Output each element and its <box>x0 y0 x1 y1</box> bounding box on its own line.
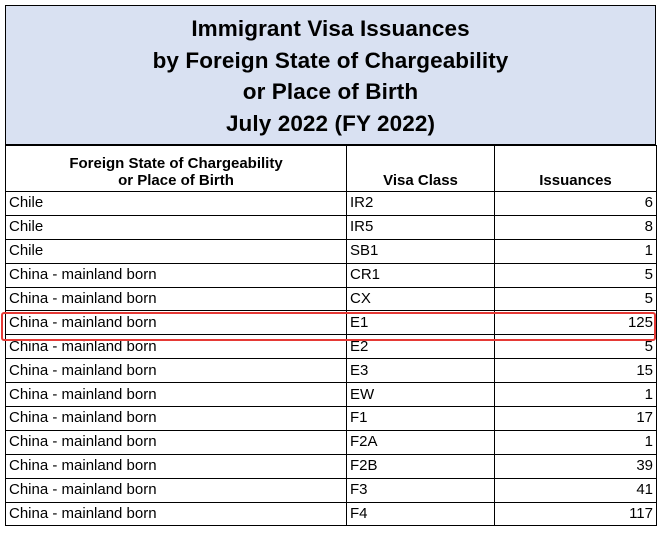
cell-state: China - mainland born <box>5 382 347 408</box>
cell-visa-class: F4 <box>346 501 495 527</box>
cell-state: Chile <box>5 191 347 216</box>
cell-visa-class: F2A <box>346 429 495 455</box>
cell-issuances: 8 <box>494 214 657 240</box>
cell-visa-class: E3 <box>346 358 495 384</box>
cell-visa-class: SB1 <box>346 238 495 264</box>
cell-issuances: 41 <box>494 477 657 503</box>
table-row: Chile IR2 6 <box>5 191 657 216</box>
cell-issuances: 1 <box>494 238 657 264</box>
cell-state: China - mainland born <box>5 358 347 384</box>
cell-visa-class: EW <box>346 382 495 408</box>
cell-state: China - mainland born <box>5 406 347 431</box>
table-row: China - mainland born E2 5 <box>5 334 657 360</box>
table-row: China - mainland born E1 125 <box>5 310 657 336</box>
report-title-box: Immigrant Visa Issuances by Foreign Stat… <box>5 5 656 145</box>
cell-visa-class: IR2 <box>346 191 495 216</box>
cell-state: China - mainland born <box>5 334 347 360</box>
cell-issuances: 6 <box>494 191 657 216</box>
cell-issuances: 5 <box>494 262 657 288</box>
column-header-state-line-1: Foreign State of Chargeability <box>69 155 283 172</box>
column-header-state: Foreign State of Chargeability or Place … <box>5 145 347 192</box>
title-line-3: or Place of Birth <box>242 79 419 104</box>
table-row: China - mainland born F3 41 <box>5 477 657 503</box>
table-header-row: Foreign State of Chargeability or Place … <box>5 145 657 192</box>
table-row: Chile IR5 8 <box>5 214 657 240</box>
cell-visa-class: CR1 <box>346 262 495 288</box>
cell-state: Chile <box>5 214 347 240</box>
cell-visa-class: F2B <box>346 453 495 479</box>
table-row: China - mainland born E3 15 <box>5 358 657 384</box>
cell-state: China - mainland born <box>5 453 347 479</box>
table-row: China - mainland born CR1 5 <box>5 262 657 288</box>
cell-issuances: 15 <box>494 358 657 384</box>
cell-state: China - mainland born <box>5 501 347 527</box>
cell-state: China - mainland born <box>5 286 347 312</box>
cell-state: China - mainland born <box>5 310 347 336</box>
title-line-2: by Foreign State of Chargeability <box>152 47 509 73</box>
cell-issuances: 5 <box>494 286 657 312</box>
table-row: China - mainland born F2A 1 <box>5 429 657 455</box>
cell-issuances: 125 <box>494 310 657 336</box>
cell-state: China - mainland born <box>5 477 347 503</box>
table-row: China - mainland born CX 5 <box>5 286 657 312</box>
table-row: China - mainland born F1 17 <box>5 406 657 431</box>
cell-state: Chile <box>5 238 347 264</box>
table-row: China - mainland born F4 117 <box>5 501 657 527</box>
issuance-table: Foreign State of Chargeability or Place … <box>5 145 657 527</box>
cell-visa-class: CX <box>346 286 495 312</box>
title-line-1: Immigrant Visa Issuances <box>191 16 470 41</box>
column-header-state-line-2: or Place of Birth <box>118 172 234 189</box>
cell-issuances: 117 <box>494 501 657 527</box>
table-row: China - mainland born F2B 39 <box>5 453 657 479</box>
cell-visa-class: F3 <box>346 477 495 503</box>
cell-issuances: 17 <box>494 406 657 431</box>
cell-issuances: 1 <box>494 382 657 408</box>
table-body: Chile IR2 6 Chile IR5 8 Chile SB1 1 China - mainl… <box>5 191 657 527</box>
visa-issuance-sheet: Immigrant Visa Issuances by Foreign Stat… <box>5 5 657 527</box>
cell-state: China - mainland born <box>5 429 347 455</box>
column-header-visa-class: Visa Class <box>346 145 495 192</box>
cell-visa-class: IR5 <box>346 214 495 240</box>
table-row: Chile SB1 1 <box>5 238 657 264</box>
cell-state: China - mainland born <box>5 262 347 288</box>
cell-visa-class: F1 <box>346 406 495 431</box>
cell-issuances: 1 <box>494 429 657 455</box>
cell-visa-class: E1 <box>346 310 495 336</box>
cell-issuances: 39 <box>494 453 657 479</box>
cell-issuances: 5 <box>494 334 657 360</box>
column-header-issuances: Issuances <box>494 145 657 192</box>
cell-visa-class: E2 <box>346 334 495 360</box>
title-line-4: July 2022 (FY 2022) <box>225 110 436 136</box>
table-row: China - mainland born EW 1 <box>5 382 657 408</box>
